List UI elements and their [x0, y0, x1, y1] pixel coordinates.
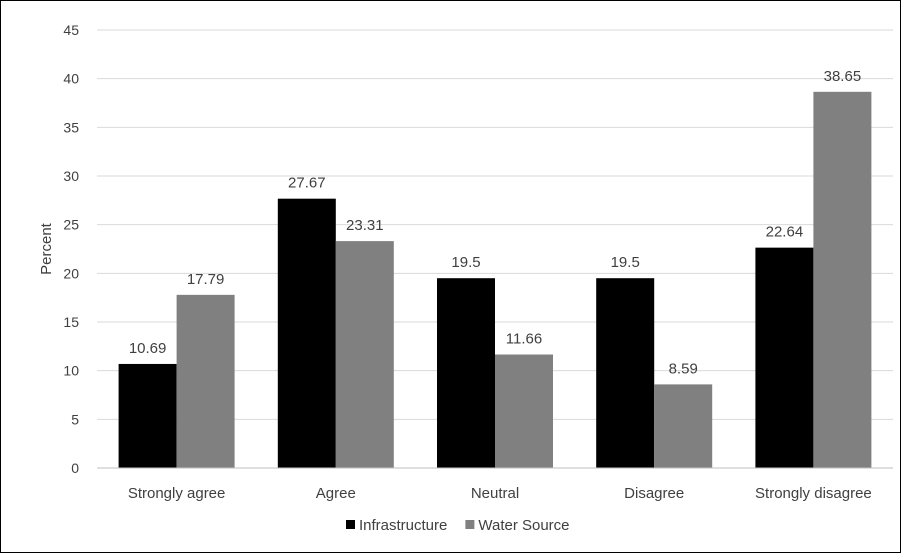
- data-label: 19.5: [451, 254, 480, 271]
- legend: Infrastructure Water Source: [346, 517, 570, 534]
- bar-water-source: [495, 354, 553, 468]
- bar-infrastructure: [755, 247, 814, 468]
- y-tick-label: 45: [63, 22, 79, 38]
- legend-swatch: [346, 520, 355, 529]
- legend-label: Infrastructure: [359, 517, 447, 534]
- data-label: 11.66: [506, 331, 542, 348]
- data-label: 38.65: [824, 68, 862, 85]
- legend-label: Water Source: [478, 517, 569, 534]
- data-label: 23.31: [346, 217, 384, 234]
- bar-water-source: [176, 294, 235, 468]
- data-labels: 10.69 17.79 27.67 23.31 19.5 11.66 19.5 8.59 22.…: [129, 68, 861, 378]
- bar-infrastructure: [118, 363, 177, 468]
- y-tick-label: 30: [63, 168, 79, 184]
- y-tick-label: 5: [71, 411, 79, 427]
- x-category-label: Strongly agree: [128, 485, 226, 502]
- y-axis-label: Percent: [38, 222, 55, 275]
- data-label: 8.59: [669, 360, 698, 377]
- bar-water-source: [654, 384, 713, 468]
- data-label: 22.64: [766, 224, 804, 241]
- bar-infrastructure: [437, 278, 495, 468]
- data-label: 17.79: [187, 271, 225, 288]
- y-tick-label: 20: [63, 265, 79, 281]
- data-label: 19.5: [611, 254, 640, 271]
- data-label: 10.69: [129, 340, 167, 357]
- y-tick-label: 35: [63, 119, 79, 135]
- y-tick-label: 10: [63, 363, 79, 379]
- y-axis-ticks: 0 5 10 15 20 25 30 35 40 45: [63, 22, 79, 476]
- x-category-label: Agree: [316, 485, 356, 502]
- y-tick-label: 40: [63, 71, 79, 87]
- x-category-label: Disagree: [624, 485, 684, 502]
- bar-infrastructure: [277, 198, 336, 469]
- x-axis-categories: Strongly agree Agree Neutral Disagree Strong…: [128, 485, 872, 502]
- legend-swatch: [465, 520, 475, 529]
- y-tick-label: 25: [63, 217, 79, 233]
- bars: [118, 91, 872, 469]
- x-category-label: Neutral: [471, 485, 519, 502]
- bar-infrastructure: [596, 278, 655, 468]
- y-tick-label: 15: [63, 314, 79, 330]
- x-category-label: Strongly disagree: [755, 485, 872, 502]
- data-label: 27.67: [288, 175, 326, 192]
- y-tick-label: 0: [71, 460, 79, 476]
- bar-water-source: [335, 241, 394, 468]
- bar-water-source: [813, 91, 872, 468]
